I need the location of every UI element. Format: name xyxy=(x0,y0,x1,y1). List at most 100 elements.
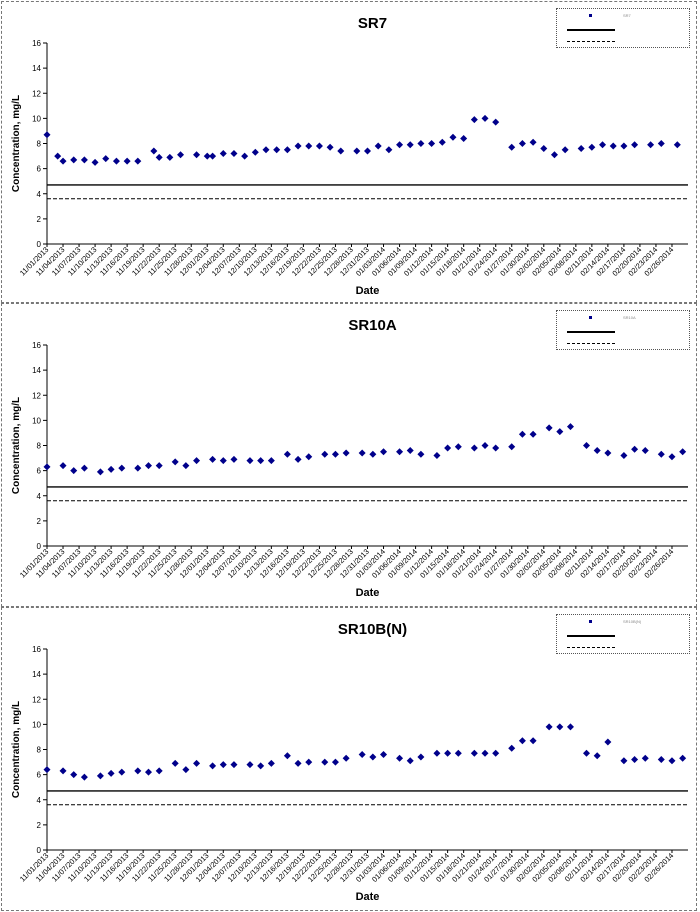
data-point xyxy=(588,143,596,151)
data-point xyxy=(155,462,163,470)
data-point xyxy=(209,455,217,463)
data-point xyxy=(134,767,142,775)
data-point xyxy=(219,150,227,158)
data-point xyxy=(257,762,265,770)
data-point xyxy=(118,464,126,472)
data-point xyxy=(406,141,414,149)
data-point xyxy=(444,749,452,757)
data-point xyxy=(492,749,500,757)
data-point xyxy=(241,152,249,160)
data-point xyxy=(679,448,687,456)
data-point xyxy=(230,150,238,158)
data-point xyxy=(631,141,639,149)
data-point xyxy=(177,151,185,159)
data-point xyxy=(561,146,569,154)
data-point xyxy=(321,450,329,458)
data-point xyxy=(219,457,227,465)
y-tick-label: 8 xyxy=(37,140,42,149)
data-point xyxy=(321,758,329,766)
y-tick-label: 2 xyxy=(37,517,42,526)
y-tick-label: 6 xyxy=(37,165,42,174)
legend-solid-line xyxy=(567,635,615,637)
data-point xyxy=(59,767,67,775)
data-point xyxy=(283,752,291,760)
data-point xyxy=(470,116,478,124)
legend-dashed-line xyxy=(567,343,615,344)
chart-legend: SR7 xyxy=(556,8,690,48)
y-tick-label: 12 xyxy=(32,391,41,400)
chart-panel-sr10a: SR10A Concentration, mg/L Date 0 2 4 6 8 10 12 14 1… xyxy=(1,303,697,607)
data-point xyxy=(428,140,436,147)
legend-entry-solid-line xyxy=(567,630,687,641)
data-point xyxy=(454,443,462,451)
data-point xyxy=(556,723,564,731)
data-point xyxy=(647,141,655,149)
legend-entry-dashed-line xyxy=(567,642,687,653)
data-point xyxy=(246,761,254,769)
y-tick-label: 4 xyxy=(37,190,42,199)
legend-solid-line xyxy=(567,331,615,333)
data-point xyxy=(70,467,78,475)
data-point xyxy=(315,142,323,150)
data-point xyxy=(449,133,457,141)
y-tick-label: 16 xyxy=(32,39,41,48)
data-point xyxy=(203,152,211,160)
data-point xyxy=(251,148,259,156)
data-point xyxy=(305,758,313,766)
data-point xyxy=(481,442,489,449)
data-point xyxy=(380,751,388,759)
y-tick-label: 8 xyxy=(37,442,42,451)
data-point xyxy=(144,768,152,776)
data-point xyxy=(508,443,516,451)
legend-diamond-marker xyxy=(589,14,592,17)
y-tick-label: 2 xyxy=(37,215,42,224)
data-point xyxy=(417,140,425,147)
data-point xyxy=(305,453,313,461)
legend-entry-solid-line xyxy=(567,326,687,337)
y-axis-label: Concentration, mg/L xyxy=(11,701,22,798)
data-point xyxy=(374,142,382,150)
data-point xyxy=(342,449,350,457)
y-tick-label: 10 xyxy=(32,416,41,425)
data-point xyxy=(470,749,478,757)
legend-entry-series: SR7 xyxy=(567,12,687,23)
data-point xyxy=(529,138,537,146)
data-point xyxy=(107,769,115,777)
data-point xyxy=(112,157,120,165)
data-point xyxy=(155,153,163,161)
data-point xyxy=(230,761,238,769)
legend-label: SR10A xyxy=(623,315,636,320)
data-point xyxy=(406,447,414,455)
y-tick-label: 14 xyxy=(32,64,41,73)
chart-panel-sr10bn: SR10B(N) Concentration, mg/L Date 0 2 4 6 8 10 12… xyxy=(1,607,697,911)
data-point xyxy=(182,462,190,470)
data-point xyxy=(438,138,446,146)
legend-solid-line xyxy=(567,29,615,31)
y-tick-label: 8 xyxy=(37,746,42,755)
data-point xyxy=(545,424,553,432)
y-tick-label: 0 xyxy=(37,240,42,249)
legend-entry-solid-line xyxy=(567,24,687,35)
y-tick-label: 14 xyxy=(32,670,41,679)
legend-diamond-marker xyxy=(589,316,592,319)
data-point xyxy=(294,142,302,150)
data-point xyxy=(118,768,126,776)
data-point xyxy=(631,756,639,764)
data-point xyxy=(353,147,361,155)
chart-legend: SR10A xyxy=(556,310,690,350)
data-point xyxy=(193,151,201,159)
data-point xyxy=(369,753,377,761)
data-point xyxy=(583,749,591,757)
chart-title: SR10B(N) xyxy=(338,621,407,638)
data-point xyxy=(70,156,78,164)
data-point xyxy=(80,156,88,164)
data-point xyxy=(604,449,612,457)
data-point xyxy=(43,463,51,471)
data-point xyxy=(481,749,489,757)
data-point xyxy=(385,146,393,154)
data-point xyxy=(518,737,526,745)
data-point xyxy=(43,131,51,139)
legend-entry-dashed-line xyxy=(567,36,687,47)
legend-entry-series: SR10A xyxy=(567,314,687,325)
data-point xyxy=(283,450,291,458)
